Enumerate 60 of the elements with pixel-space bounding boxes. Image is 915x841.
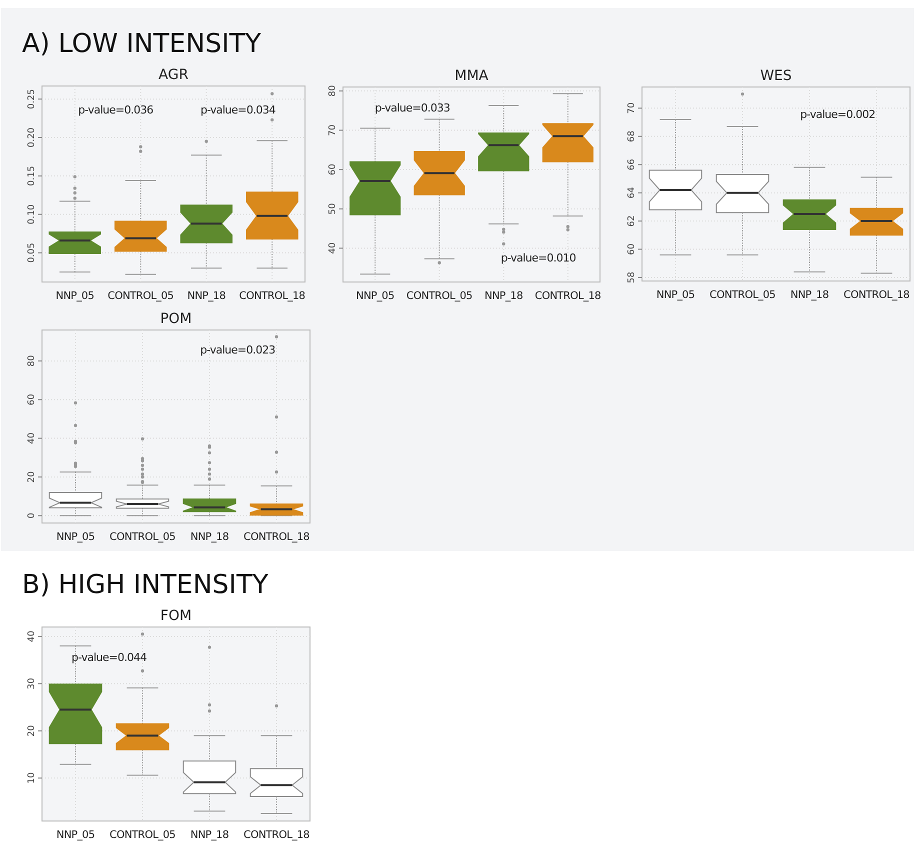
y-tick-label: 60 bbox=[328, 164, 338, 176]
y-tick-label: 0.10 bbox=[27, 204, 37, 224]
annotation: p-value=0.033 bbox=[374, 101, 450, 114]
x-tick-label: CONTROL_05 bbox=[710, 289, 776, 301]
y-tick-label: 0 bbox=[27, 512, 37, 519]
x-tick-label: CONTROL_18 bbox=[534, 290, 601, 302]
y-tick-label: 60 bbox=[627, 243, 637, 255]
y-tick-label: 40 bbox=[27, 630, 37, 642]
x-tick-label: NNP_18 bbox=[190, 531, 229, 543]
x-tick-label: CONTROL_18 bbox=[244, 531, 310, 543]
y-tick-label: 64 bbox=[627, 186, 637, 199]
y-tick-label: 80 bbox=[328, 84, 338, 97]
x-tick-label: CONTROL_18 bbox=[239, 290, 306, 302]
y-tick-label: 66 bbox=[627, 158, 637, 170]
annotation: p-value=0.044 bbox=[72, 651, 147, 664]
y-tick-label: 0.05 bbox=[27, 242, 37, 263]
x-tick-label: CONTROL_18 bbox=[244, 829, 310, 841]
y-tick-label: 0.25 bbox=[27, 89, 37, 110]
x-tick-label: CONTROL_05 bbox=[406, 290, 472, 302]
y-tick-label: 40 bbox=[27, 432, 37, 444]
chart-title: AGR bbox=[158, 67, 189, 83]
annotation: p-value=0.034 bbox=[200, 104, 276, 117]
chart-subtitle: A) LOW INTENSITY bbox=[22, 29, 262, 59]
x-tick-label: CONTROL_05 bbox=[108, 290, 174, 302]
x-tick-label: NNP_05 bbox=[56, 531, 95, 543]
y-tick-label: 30 bbox=[27, 678, 37, 690]
x-tick-label: NNP_05 bbox=[356, 290, 394, 302]
y-tick-label: 0.20 bbox=[27, 127, 37, 148]
chart-title: MMA bbox=[454, 68, 489, 84]
y-tick-label: 62 bbox=[627, 215, 637, 227]
x-tick-label: CONTROL_18 bbox=[844, 289, 910, 301]
y-tick-label: 0.15 bbox=[27, 166, 37, 186]
x-tick-label: NNP_18 bbox=[187, 290, 226, 302]
y-tick-label: 58 bbox=[627, 271, 637, 284]
y-tick-label: 70 bbox=[328, 124, 338, 136]
annotation: p-value=0.036 bbox=[78, 104, 154, 117]
y-tick-label: 80 bbox=[27, 354, 37, 367]
chart-title: FOM bbox=[160, 608, 192, 624]
x-tick-label: CONTROL_05 bbox=[110, 531, 176, 543]
x-tick-label: CONTROL_05 bbox=[110, 829, 176, 841]
y-tick-label: 60 bbox=[27, 394, 37, 406]
y-tick-label: 20 bbox=[27, 470, 37, 483]
y-tick-label: 70 bbox=[627, 102, 637, 114]
annotation: p-value=0.010 bbox=[500, 252, 576, 265]
y-tick-label: 68 bbox=[627, 130, 637, 142]
x-tick-label: NNP_05 bbox=[56, 290, 94, 302]
chart-subtitle: B) HIGH INTENSITY bbox=[22, 570, 268, 600]
x-tick-label: NNP_18 bbox=[484, 290, 523, 302]
x-tick-label: NNP_18 bbox=[190, 829, 229, 841]
y-tick-label: 10 bbox=[27, 772, 37, 784]
chart-title: POM bbox=[160, 311, 192, 327]
y-tick-label: 20 bbox=[27, 724, 37, 737]
annotation: p-value=0.023 bbox=[200, 343, 276, 356]
chart-title: WES bbox=[760, 68, 792, 84]
y-tick-label: 50 bbox=[328, 202, 338, 215]
x-tick-label: NNP_05 bbox=[56, 829, 95, 841]
y-tick-label: 40 bbox=[328, 242, 338, 254]
x-tick-label: NNP_05 bbox=[656, 289, 695, 301]
annotation: p-value=0.002 bbox=[800, 108, 876, 122]
x-tick-label: NNP_18 bbox=[790, 289, 829, 301]
